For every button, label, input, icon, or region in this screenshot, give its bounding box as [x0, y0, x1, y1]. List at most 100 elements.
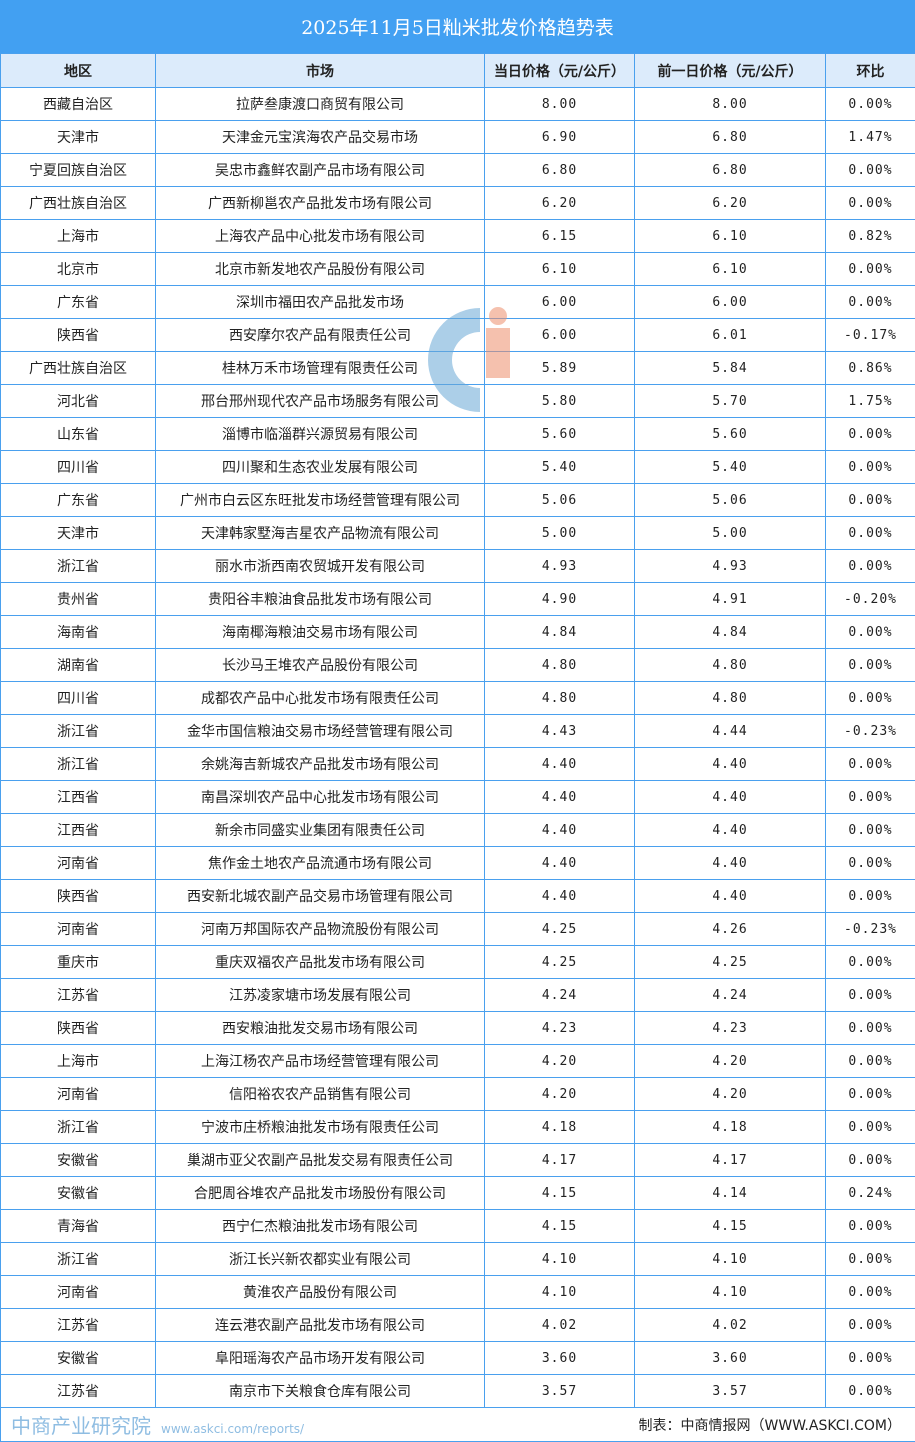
market-cell: 吴忠市鑫鲜农副产品市场有限公司 — [156, 154, 485, 187]
market-cell: 西宁仁杰粮油批发市场有限公司 — [156, 1210, 485, 1243]
region-cell: 山东省 — [1, 418, 156, 451]
column-header-region: 地区 — [1, 54, 156, 88]
market-cell: 桂林万禾市场管理有限责任公司 — [156, 352, 485, 385]
prev-price-cell: 4.40 — [635, 781, 826, 814]
region-cell: 安徽省 — [1, 1177, 156, 1210]
region-cell: 四川省 — [1, 682, 156, 715]
market-cell: 长沙马王堆农产品股份有限公司 — [156, 649, 485, 682]
market-cell: 拉萨叁康渡口商贸有限公司 — [156, 88, 485, 121]
today-price-cell: 4.10 — [485, 1276, 635, 1309]
today-price-cell: 4.23 — [485, 1012, 635, 1045]
region-cell: 安徽省 — [1, 1144, 156, 1177]
region-cell: 北京市 — [1, 253, 156, 286]
change-cell: 0.00% — [826, 781, 915, 814]
region-cell: 上海市 — [1, 1045, 156, 1078]
today-price-cell: 3.57 — [485, 1375, 635, 1408]
today-price-cell: 4.15 — [485, 1177, 635, 1210]
region-cell: 浙江省 — [1, 715, 156, 748]
region-cell: 河南省 — [1, 1276, 156, 1309]
today-price-cell: 4.18 — [485, 1111, 635, 1144]
today-price-cell: 4.25 — [485, 946, 635, 979]
region-cell: 陕西省 — [1, 319, 156, 352]
market-cell: 黄淮农产品股份有限公司 — [156, 1276, 485, 1309]
prev-price-cell: 4.93 — [635, 550, 826, 583]
today-price-cell: 4.24 — [485, 979, 635, 1012]
change-cell: 0.00% — [826, 517, 915, 550]
prev-price-cell: 4.44 — [635, 715, 826, 748]
change-cell: -0.23% — [826, 913, 915, 946]
region-cell: 贵州省 — [1, 583, 156, 616]
today-price-cell: 4.93 — [485, 550, 635, 583]
column-header-market: 市场 — [156, 54, 485, 88]
region-cell: 广西壮族自治区 — [1, 187, 156, 220]
today-price-cell: 5.00 — [485, 517, 635, 550]
today-price-cell: 4.90 — [485, 583, 635, 616]
market-cell: 丽水市浙西南农贸城开发有限公司 — [156, 550, 485, 583]
prev-price-cell: 4.26 — [635, 913, 826, 946]
change-cell: 0.00% — [826, 1078, 915, 1111]
region-cell: 重庆市 — [1, 946, 156, 979]
region-cell: 浙江省 — [1, 550, 156, 583]
region-cell: 安徽省 — [1, 1342, 156, 1375]
region-cell: 天津市 — [1, 121, 156, 154]
change-cell: 0.00% — [826, 418, 915, 451]
today-price-cell: 6.00 — [485, 319, 635, 352]
prev-price-cell: 6.10 — [635, 220, 826, 253]
market-cell: 合肥周谷堆农产品批发市场股份有限公司 — [156, 1177, 485, 1210]
prev-price-cell: 4.15 — [635, 1210, 826, 1243]
prev-price-cell: 4.84 — [635, 616, 826, 649]
change-cell: 0.00% — [826, 880, 915, 913]
market-cell: 信阳裕农农产品销售有限公司 — [156, 1078, 485, 1111]
prev-price-cell: 4.91 — [635, 583, 826, 616]
region-cell: 湖南省 — [1, 649, 156, 682]
change-cell: 0.00% — [826, 979, 915, 1012]
prev-price-cell: 4.20 — [635, 1078, 826, 1111]
region-cell: 江苏省 — [1, 1375, 156, 1408]
today-price-cell: 4.10 — [485, 1243, 635, 1276]
prev-price-cell: 6.80 — [635, 121, 826, 154]
change-cell: 0.00% — [826, 1210, 915, 1243]
prev-price-cell: 5.60 — [635, 418, 826, 451]
change-cell: 1.47% — [826, 121, 915, 154]
change-cell: 0.00% — [826, 946, 915, 979]
source-note: 制表：中商情报网（WWW.ASKCI.COM） — [639, 1415, 901, 1435]
price-table: 地区 市场 当日价格（元/公斤） 前一日价格（元/公斤） 环比 西藏自治区拉萨叁… — [0, 53, 915, 1442]
footer-cell: 中商产业研究院 www.askci.com/reports/ 制表：中商情报网（… — [1, 1408, 915, 1442]
market-cell: 重庆双福农产品批发市场有限公司 — [156, 946, 485, 979]
today-price-cell: 4.84 — [485, 616, 635, 649]
today-price-cell: 4.15 — [485, 1210, 635, 1243]
market-cell: 西安新北城农副产品交易市场管理有限公司 — [156, 880, 485, 913]
change-cell: -0.17% — [826, 319, 915, 352]
market-cell: 浙江长兴新农都实业有限公司 — [156, 1243, 485, 1276]
header-row: 地区 市场 当日价格（元/公斤） 前一日价格（元/公斤） 环比 — [1, 54, 915, 88]
change-cell: 0.00% — [826, 1045, 915, 1078]
market-cell: 南昌深圳农产品中心批发市场有限公司 — [156, 781, 485, 814]
today-price-cell: 6.80 — [485, 154, 635, 187]
change-cell: 0.00% — [826, 253, 915, 286]
today-price-cell: 6.10 — [485, 253, 635, 286]
market-cell: 天津韩家墅海吉星农产品物流有限公司 — [156, 517, 485, 550]
change-cell: 0.00% — [826, 814, 915, 847]
prev-price-cell: 4.14 — [635, 1177, 826, 1210]
market-cell: 西安摩尔农产品有限责任公司 — [156, 319, 485, 352]
prev-price-cell: 5.84 — [635, 352, 826, 385]
change-cell: 0.00% — [826, 154, 915, 187]
change-cell: 0.86% — [826, 352, 915, 385]
prev-price-cell: 4.80 — [635, 682, 826, 715]
prev-price-cell: 6.80 — [635, 154, 826, 187]
region-cell: 天津市 — [1, 517, 156, 550]
market-cell: 北京市新发地农产品股份有限公司 — [156, 253, 485, 286]
